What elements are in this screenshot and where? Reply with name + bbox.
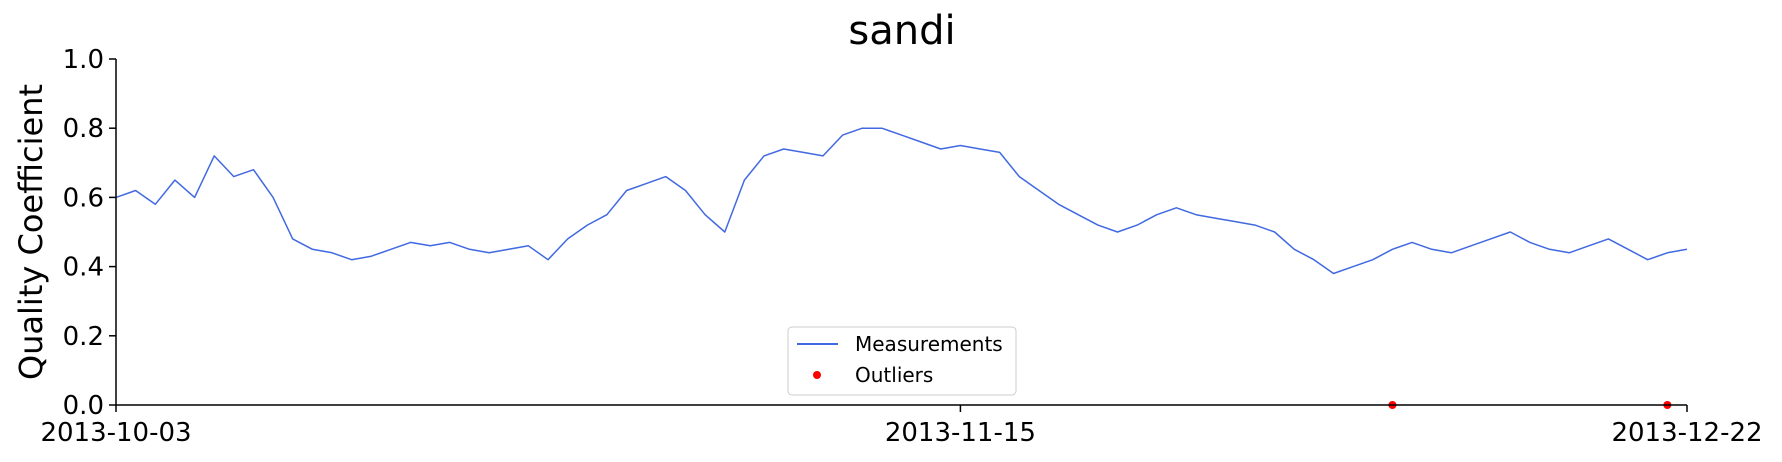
y-tick-label: 0.0 — [63, 391, 104, 421]
y-tick-label: 0.4 — [63, 253, 104, 283]
y-tick-label: 1.0 — [63, 45, 104, 75]
chart-title: sandi — [848, 8, 955, 54]
legend-outliers-label: Outliers — [855, 363, 933, 387]
measurements-line — [115, 127, 1688, 275]
legend-outliers-swatch — [813, 371, 821, 379]
legend: Measurements Outliers — [787, 326, 1017, 396]
measurements-series — [115, 127, 1688, 275]
y-axis-ticks: 0.0 0.2 0.4 0.6 0.8 1.0 — [63, 45, 116, 421]
legend-box — [787, 326, 1017, 396]
y-axis-label: Quality Coefficient — [12, 84, 50, 380]
x-axis-ticks: 2013-10-03 2013-11-15 2013-12-22 — [40, 405, 1763, 448]
y-tick-label: 0.8 — [63, 114, 104, 144]
x-tick-label: 2013-11-15 — [885, 418, 1036, 448]
y-tick-label: 0.2 — [63, 322, 104, 352]
y-tick-label: 0.6 — [63, 183, 104, 213]
x-tick-label: 2013-10-03 — [40, 418, 191, 448]
x-tick-label: 2013-12-22 — [1611, 418, 1762, 448]
legend-measurements-label: Measurements — [855, 332, 1003, 356]
